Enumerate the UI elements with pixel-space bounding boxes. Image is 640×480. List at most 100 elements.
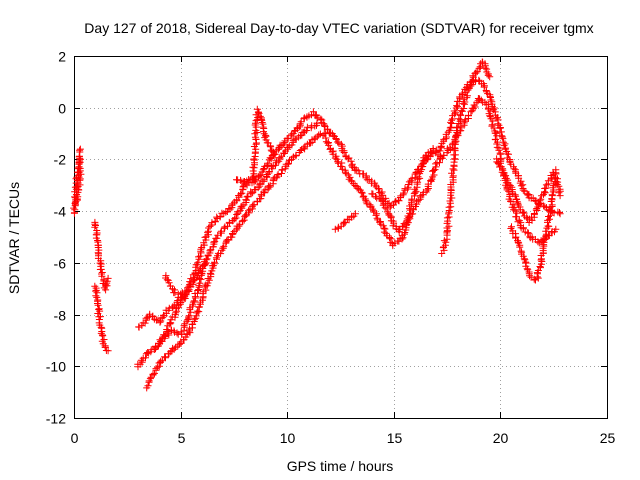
data-point [524,229,532,237]
data-point [436,159,443,167]
data-point [191,315,199,323]
series-track-j [233,105,278,186]
data-point [76,175,84,183]
data-point [300,144,308,152]
data-point [320,121,328,129]
data-point [96,259,104,267]
data-point [211,218,219,226]
data-point [523,190,531,198]
series-track-i [162,272,189,301]
data-point [351,210,359,218]
data-point [512,192,520,200]
data-point [195,253,202,261]
data-point [91,282,99,290]
data-point [301,128,309,136]
data-point [194,259,202,267]
data-point [406,206,414,214]
data-point [519,186,527,194]
series-track-q [493,155,560,226]
data-point [259,166,267,174]
data-point [76,155,84,163]
data-point [363,200,371,208]
data-point [206,247,214,255]
data-point [456,111,464,119]
data-point [555,189,563,197]
data-point [237,190,245,198]
data-point [278,166,286,174]
data-point [189,271,197,279]
data-point [251,133,259,141]
data-point [217,250,225,258]
data-point [226,205,234,213]
data-point [202,259,210,267]
data-point [403,215,411,223]
data-point [203,255,211,263]
data-point [358,189,366,197]
data-point [204,228,212,236]
data-point [165,304,173,312]
data-point [445,222,453,230]
data-point [514,199,522,207]
data-point [264,159,272,167]
series-track-b [71,155,85,209]
data-point [173,329,181,337]
data-point [510,165,518,173]
data-point [332,152,340,160]
data-point [493,132,501,140]
data-point [237,176,245,184]
data-point [285,159,292,167]
data-point [467,82,475,90]
data-point [437,153,445,161]
data-point [537,195,545,203]
data-point [92,292,100,300]
data-point [213,234,221,242]
data-point [253,105,261,113]
y-tick-label: -10 [46,359,66,375]
data-point [542,181,550,189]
data-point [481,64,489,72]
series-track-a [70,145,84,217]
data-point [274,171,282,178]
data-point [361,195,369,203]
data-point [499,135,507,143]
data-point [556,209,563,216]
data-point [169,303,177,311]
y-tick-label: -2 [54,152,67,168]
data-point [454,123,462,131]
data-point [149,312,157,320]
data-point [443,214,451,222]
data-point [267,143,275,151]
y-tick-label: 2 [58,49,66,65]
data-point [225,218,233,226]
data-point [75,159,83,167]
data-point [362,174,370,182]
data-point [556,192,564,200]
data-point [194,287,202,294]
data-point [414,173,422,181]
data-point [193,273,201,281]
data-point [476,95,484,103]
data-point [516,243,524,251]
data-point [172,309,180,317]
data-point [177,290,185,298]
data-point [94,301,102,309]
data-point [186,325,193,333]
data-point [442,238,450,246]
data-point [391,198,399,206]
data-point [141,319,149,327]
data-point [161,353,169,361]
data-point [76,146,84,154]
data-point [94,300,101,307]
data-point [165,279,173,287]
data-point [553,181,561,188]
data-point [380,228,388,236]
data-point [232,226,240,234]
data-point [547,207,555,215]
data-point [284,160,292,168]
x-tick-label: 20 [493,430,509,446]
data-point [460,119,468,127]
series-track-d [91,282,112,355]
data-point [487,96,495,104]
data-point [362,198,370,206]
data-point [452,109,460,117]
